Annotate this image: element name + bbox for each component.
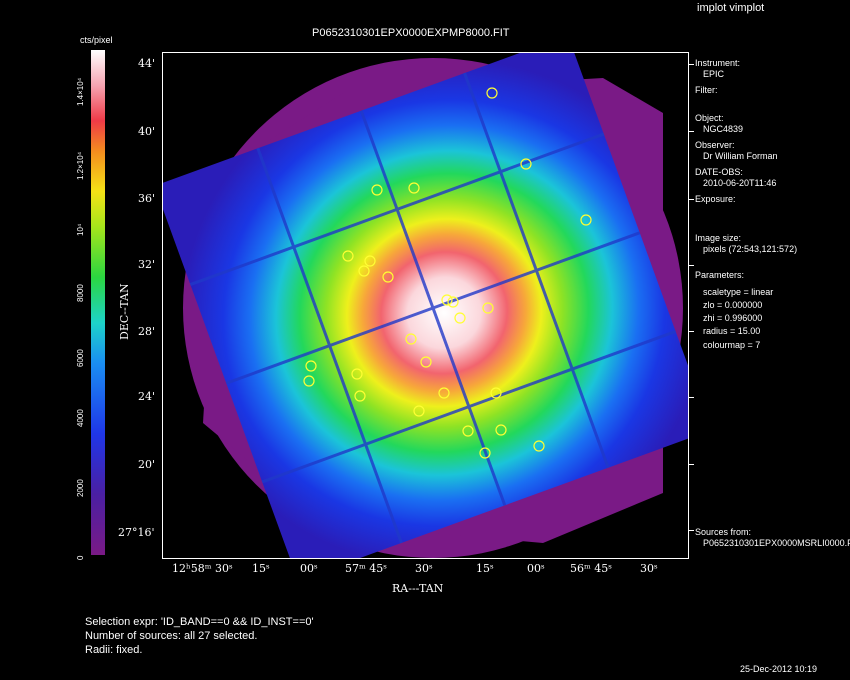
sources-value: P0652310301EPX0000MSRLI0000.F <box>703 538 850 548</box>
parameters-label: Parameters: <box>695 270 745 280</box>
right-tick <box>689 64 694 65</box>
right-tick <box>689 530 694 531</box>
colorbar-tick-14000: 1.4×10⁴ <box>76 77 85 106</box>
y-tick-label: 27°16' <box>118 526 155 539</box>
right-tick <box>689 464 694 465</box>
colorbar-tick-4000: 4000 <box>76 409 85 427</box>
colorbar-tick-0: 0 <box>76 555 85 560</box>
y-tick-label: 28' <box>138 325 156 338</box>
date-value: 2010-06-20T11:46 <box>703 178 777 188</box>
x-tick-label: 30ˢ <box>415 562 433 575</box>
source-count: Number of sources: all 27 selected. <box>85 630 258 642</box>
param-radius: radius = 15.00 <box>703 326 761 336</box>
x-tick-label: 15ˢ <box>476 562 494 575</box>
param-scaletype: scaletype = linear <box>703 287 774 297</box>
x-tick-label: 56ᵐ 45ˢ <box>570 562 612 575</box>
y-tick-label: 24' <box>138 390 156 403</box>
selection-expr: Selection expr: 'ID_BAND==0 && ID_INST==… <box>85 616 314 628</box>
y-tick-label: 44' <box>138 57 156 70</box>
x-axis-label: RA---TAN <box>392 582 444 595</box>
timestamp: 25-Dec-2012 10:19 <box>740 664 818 674</box>
plot-title: P0652310301EPX0000EXPMP8000.FIT <box>312 27 510 39</box>
y-tick-label: 32' <box>138 258 156 271</box>
observer-value: Dr William Forman <box>703 151 778 161</box>
colorbar-tick-8000: 8000 <box>76 284 85 302</box>
radii-mode: Radii: fixed. <box>85 644 143 656</box>
colorbar <box>91 50 105 555</box>
y-tick-label: 20' <box>138 458 156 471</box>
y-axis-label: DEC--TAN <box>118 283 131 340</box>
object-label: Object: <box>695 113 724 123</box>
xray-image <box>163 53 688 558</box>
image-size-value: pixels (72:543,121:572) <box>703 244 798 254</box>
instrument-value: EPIC <box>703 69 725 79</box>
colorbar-tick-10000: 10⁴ <box>76 223 85 236</box>
x-tick-label: 12ʰ58ᵐ 30ˢ <box>172 562 233 575</box>
sources-label: Sources from: <box>695 527 752 537</box>
observer-label: Observer: <box>695 140 735 150</box>
y-tick-label: 40' <box>138 125 156 138</box>
exposure-label: Exposure: <box>695 194 736 204</box>
right-tick <box>689 131 694 132</box>
right-tick <box>689 199 694 200</box>
instrument-label: Instrument: <box>695 58 741 68</box>
object-value: NGC4839 <box>703 124 744 134</box>
param-zlo: zlo = 0.000000 <box>703 300 763 310</box>
colorbar-tick-2000: 2000 <box>76 479 85 497</box>
colorbar-tick-6000: 6000 <box>76 349 85 367</box>
colorbar-tick-12000: 1.2×10⁴ <box>76 151 85 180</box>
x-tick-label: 57ᵐ 45ˢ <box>345 562 387 575</box>
colorbar-unit-label: cts/pixel <box>80 35 113 45</box>
y-tick-label: 36' <box>138 192 156 205</box>
param-colourmap: colourmap = 7 <box>703 340 761 350</box>
x-tick-label: 00ˢ <box>527 562 545 575</box>
image-plot[interactable] <box>162 52 689 559</box>
filter-label: Filter: <box>695 85 718 95</box>
source-markers <box>303 87 592 459</box>
app-title: implot vimplot <box>697 2 765 14</box>
right-tick <box>689 331 694 332</box>
x-tick-label: 00ˢ <box>300 562 318 575</box>
image-size-label: Image size: <box>695 233 742 243</box>
date-label: DATE-OBS: <box>695 167 743 177</box>
right-tick <box>689 397 694 398</box>
right-tick <box>689 265 694 266</box>
x-tick-label: 15ˢ <box>252 562 270 575</box>
param-zhi: zhi = 0.996000 <box>703 313 763 323</box>
x-tick-label: 30ˢ <box>640 562 658 575</box>
